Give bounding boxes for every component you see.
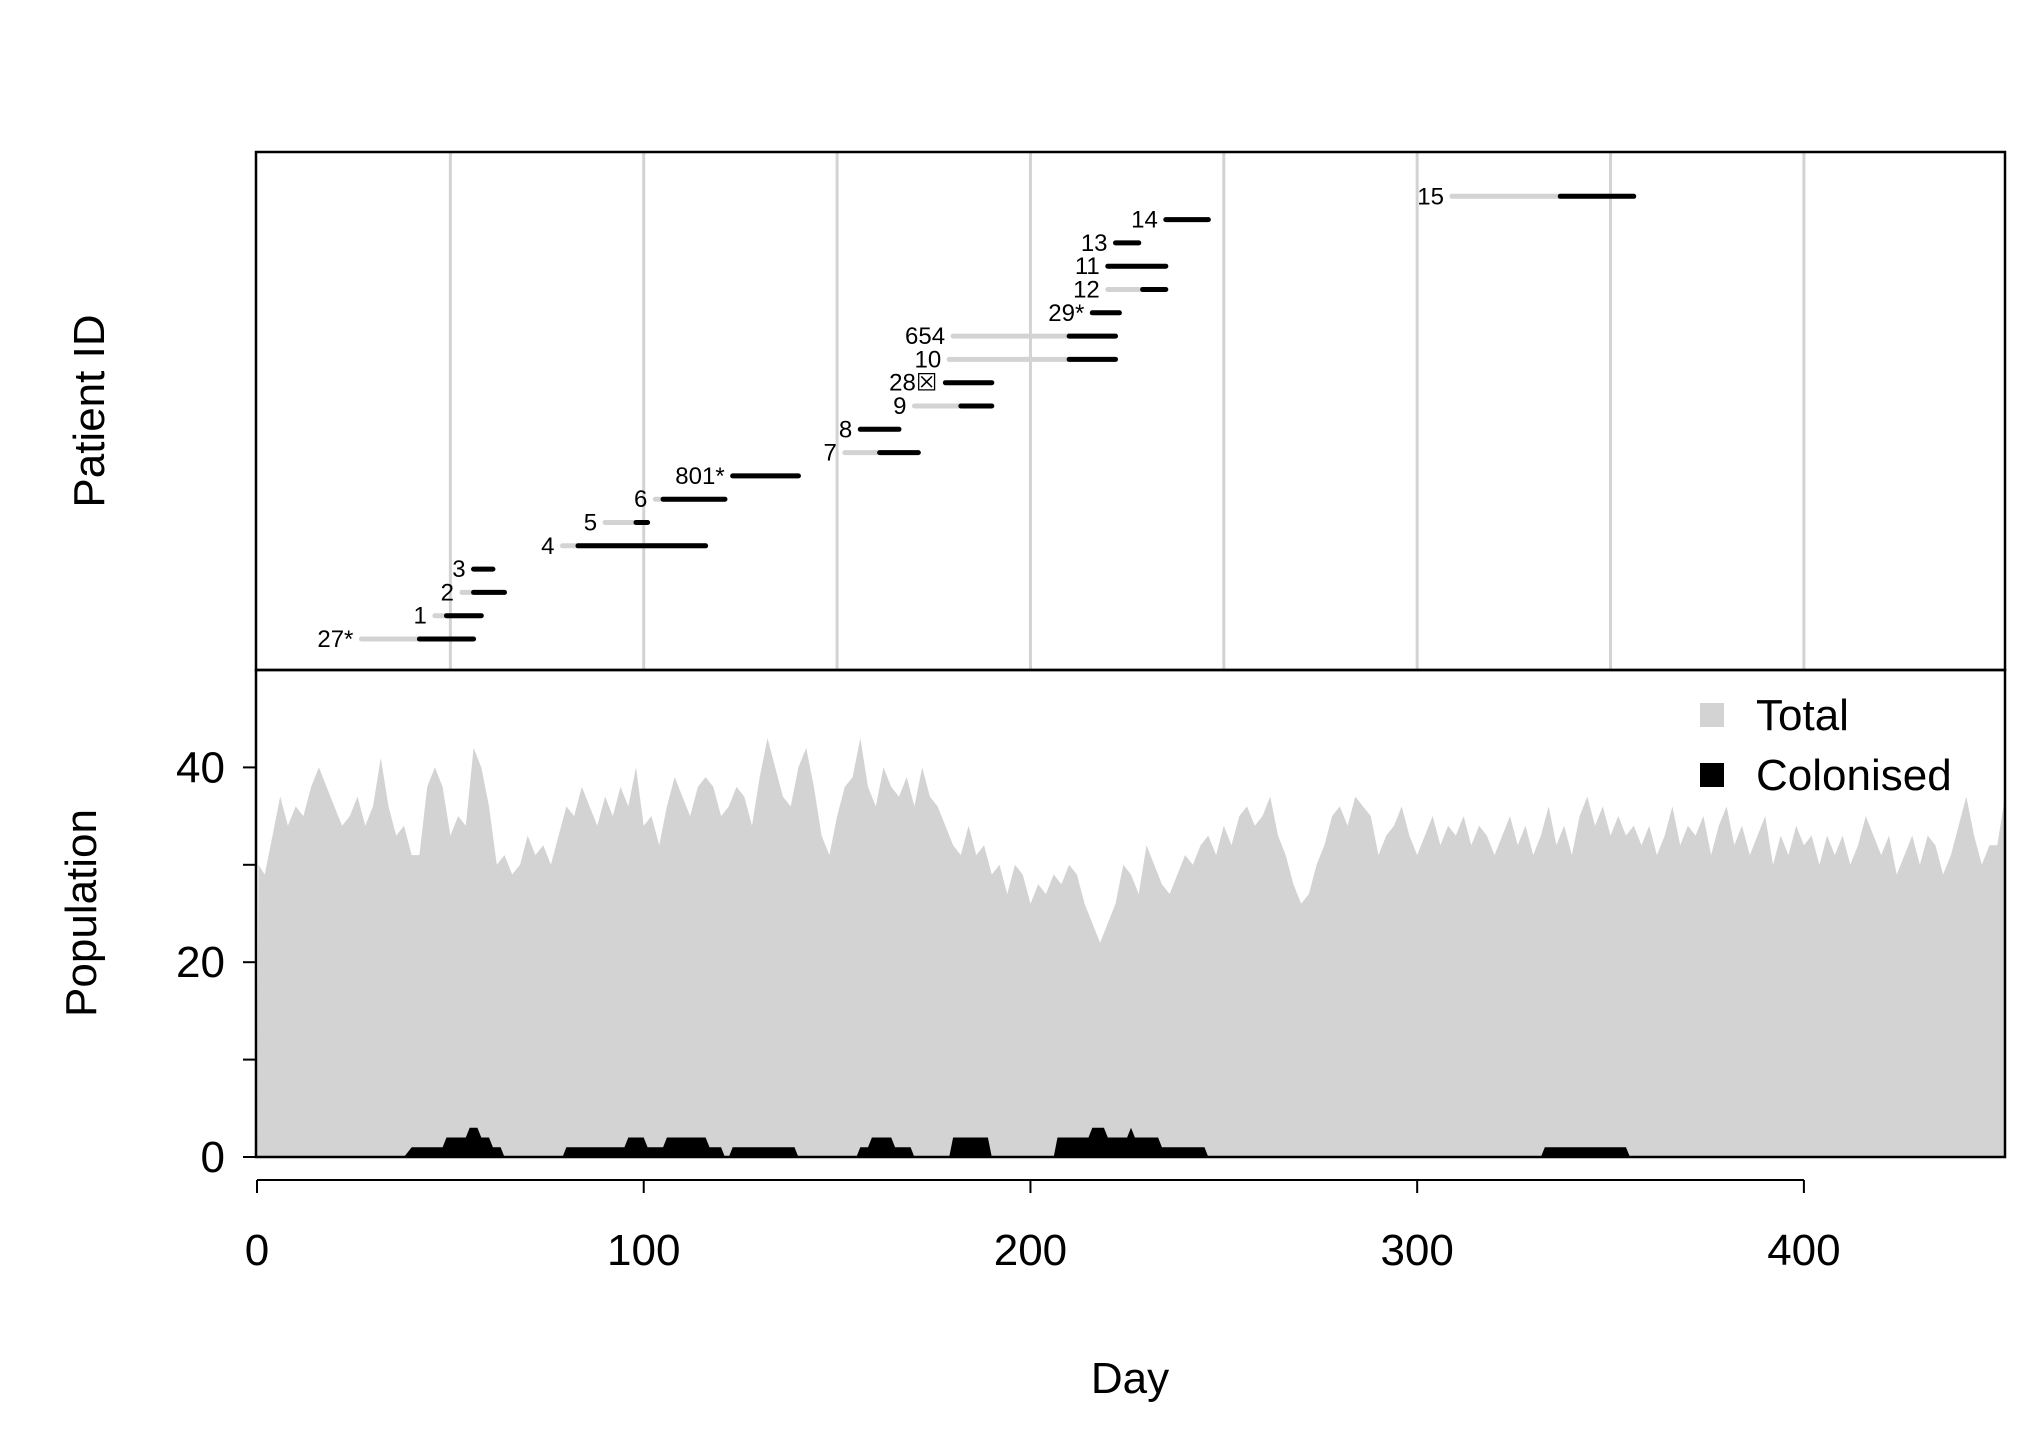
- patient-id-label: 14: [1131, 207, 1158, 234]
- patient-id-label: 10: [915, 346, 942, 373]
- patient-id-label: 15: [1417, 183, 1444, 210]
- y-tick-label: 40: [176, 743, 225, 792]
- patient-id-label: 7: [823, 440, 836, 467]
- x-tick-label: 0: [245, 1226, 269, 1275]
- patient-id-label: 2: [441, 579, 454, 606]
- legend-label-total: Total: [1756, 691, 1849, 740]
- x-tick-label: 400: [1767, 1226, 1840, 1275]
- patient-stay-bars: [358, 193, 1637, 642]
- timeline-y-axis-title: Patient ID: [65, 314, 114, 507]
- legend-label-colonised: Colonised: [1756, 751, 1952, 800]
- y-tick-label: 0: [201, 1133, 225, 1182]
- legend-swatch-total: [1700, 703, 1724, 727]
- patient-id-label: 28☒: [889, 370, 937, 397]
- patient-id-label: 29*: [1048, 300, 1084, 327]
- population-areas: [257, 738, 2005, 1157]
- y-tick-label: 20: [176, 938, 225, 987]
- patient-id-label: 4: [541, 533, 554, 560]
- population-y-axis: 0 20 40: [176, 743, 256, 1182]
- patient-id-label: 12: [1073, 277, 1100, 304]
- patient-id-label: 6: [634, 486, 647, 513]
- patient-id-label: 8: [839, 416, 852, 443]
- area-total: [257, 738, 2005, 1157]
- timeline-gridlines: [448, 152, 1806, 670]
- x-axis-title: Day: [1091, 1354, 1169, 1403]
- patient-id-label: 27*: [317, 626, 353, 653]
- x-tick-label: 200: [994, 1226, 1067, 1275]
- patient-id-label: 5: [584, 510, 597, 537]
- day-x-axis: 0 100 200 300 400: [245, 1179, 1841, 1275]
- population-plot-frame: [254, 668, 2007, 1159]
- legend-swatch-colonised: [1700, 763, 1724, 787]
- patient-id-label: 654: [905, 323, 945, 350]
- patient-id-label: 1: [414, 603, 427, 630]
- population-panel: 0 20 40 0 100 200 300 400 Population Day Total…: [57, 668, 2007, 1403]
- patient-id-label: 801*: [675, 463, 724, 490]
- patient-id-label: 3: [452, 556, 465, 583]
- x-tick-label: 300: [1380, 1226, 1453, 1275]
- legend: Total Colonised: [1700, 691, 1952, 800]
- patient-id-label: 11: [1075, 253, 1100, 280]
- patient-id-label: 9: [893, 393, 906, 420]
- area-colonised: [404, 1127, 1630, 1157]
- population-y-axis-title: Population: [57, 809, 106, 1017]
- patient-id-label: 13: [1081, 230, 1108, 257]
- x-tick-label: 100: [607, 1226, 680, 1275]
